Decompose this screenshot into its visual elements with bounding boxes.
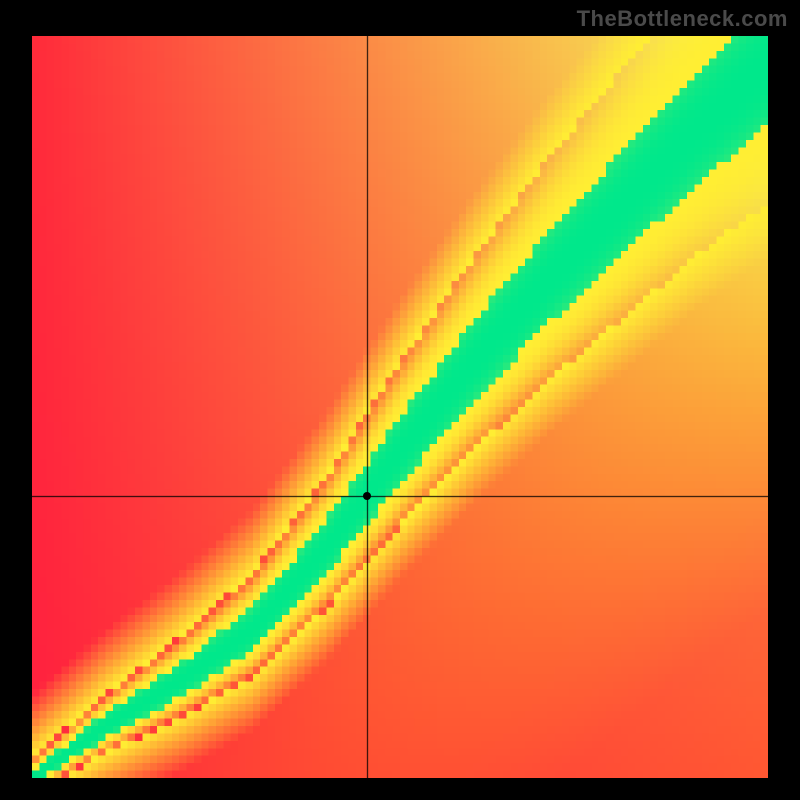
heatmap-plot <box>32 36 768 778</box>
watermark-text: TheBottleneck.com <box>577 6 788 32</box>
chart-container: TheBottleneck.com <box>0 0 800 800</box>
crosshair-marker-dot <box>363 492 371 500</box>
